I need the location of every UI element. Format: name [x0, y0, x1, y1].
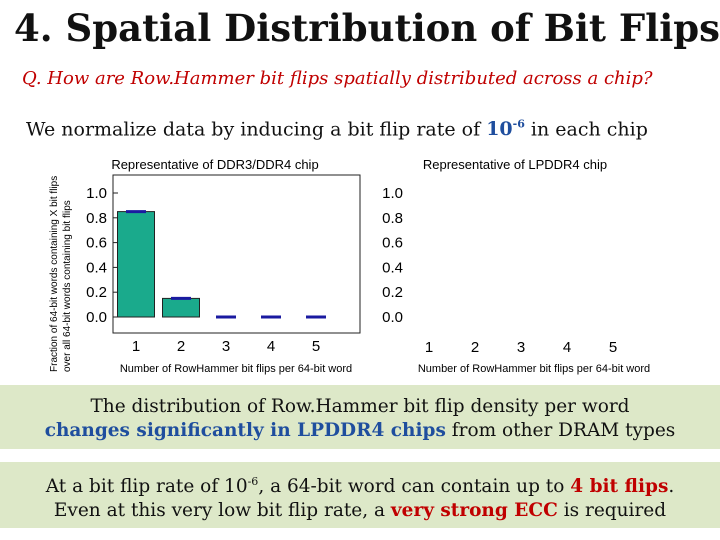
ytick-label: 0.6 [86, 235, 107, 252]
box1-accent: changes significantly in LPDDR4 chips [44, 420, 446, 441]
box2-line1: At a bit flip rate of 10-6, a 64-bit wor… [45, 475, 675, 498]
normalize-rate: 10-6 [486, 118, 525, 141]
ytick-label: 1.0 [86, 185, 107, 202]
xtick-label: 3 [517, 339, 525, 356]
xtick-label: 4 [267, 338, 275, 355]
xtick-label: 1 [132, 338, 140, 355]
chart2-xlabel: Number of RowHammer bit flips per 64-bit… [418, 363, 650, 375]
chart1-xlabel: Number of RowHammer bit flips per 64-bit… [120, 363, 352, 375]
summary-box-ecc: At a bit flip rate of 10-6, a 64-bit wor… [0, 462, 720, 528]
summary-box-distribution: The distribution of Row.Hammer bit flip … [0, 385, 720, 449]
xtick-label: 5 [312, 338, 320, 355]
chart2-title: Representative of LPDDR4 chip [423, 157, 607, 172]
xtick-label: 4 [563, 339, 571, 356]
normalize-suffix: in each chip [524, 118, 648, 141]
ytick-label: 0.4 [382, 259, 403, 276]
xtick-label: 5 [609, 339, 617, 356]
chart1-title: Representative of DDR3/DDR4 chip [111, 157, 318, 172]
box2-max-flips: 4 bit flips [570, 476, 669, 498]
box2-strong-ecc: very strong ECC [390, 500, 558, 522]
lpddr-chart: Representative of LPDDR4 chip 0.0 0.2 0.4 0… [382, 157, 650, 375]
chart1-ylabel-line2: over all 64-bit words containing bit fli… [62, 200, 73, 372]
ytick-label: 0.2 [382, 284, 403, 301]
ytick-label: 0.0 [382, 309, 403, 326]
ytick-label: 0.4 [86, 259, 107, 276]
page-title: 4. Spatial Distribution of Bit Flips [14, 6, 720, 50]
ddr-chart: Fraction of 64-bit words containing X bi… [49, 157, 361, 375]
normalize-text: We normalize data by inducing a bit flip… [26, 118, 648, 140]
box1-line2: changes significantly in LPDDR4 chips fr… [44, 420, 676, 441]
ytick-label: 0.8 [382, 210, 403, 227]
bar [162, 297, 200, 318]
bar [117, 211, 155, 318]
question-text: Q. How are Row.Hammer bit flips spatiall… [22, 68, 653, 89]
box2-line2: Even at this very low bit flip rate, a v… [53, 500, 667, 522]
ytick-label: 0.2 [86, 284, 107, 301]
ytick-label: 0.0 [86, 309, 107, 326]
ytick-label: 0.6 [382, 235, 403, 252]
xtick-label: 2 [177, 338, 185, 355]
box1-line1: The distribution of Row.Hammer bit flip … [90, 396, 630, 417]
xtick-label: 2 [471, 339, 479, 356]
xtick-label: 1 [425, 339, 433, 356]
chart1-ylabel-line1: Fraction of 64-bit words containing X bi… [49, 176, 60, 372]
chart-frame [112, 174, 361, 334]
ytick-label: 0.8 [86, 210, 107, 227]
xtick-label: 3 [222, 338, 230, 355]
ytick-label: 1.0 [382, 185, 403, 202]
normalize-prefix: We normalize data by inducing a bit flip… [26, 118, 487, 141]
